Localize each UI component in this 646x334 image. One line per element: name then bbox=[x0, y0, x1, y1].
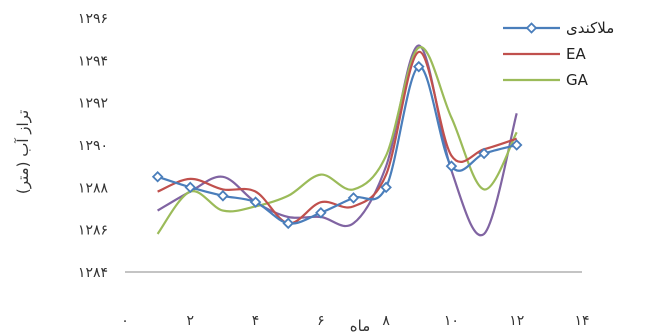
data-point-marker bbox=[347, 192, 360, 204]
x-tick-label: ۱۴ bbox=[574, 313, 589, 329]
y-tick-label: ۱۲۹۰ bbox=[78, 138, 108, 154]
data-point-marker bbox=[184, 181, 197, 194]
axes: ۱۲۸۴ ۱۲۸۶ ۱۲۸۸ ۱۲۹۰ ۱۲۹۲ ۱۲۹۴ ۱۲۹۶ ۰ ۲ ۴ ۶ ۸ ۱۰ ۱۲ ۱۴ bbox=[78, 11, 590, 329]
data-point-marker bbox=[315, 206, 327, 219]
data-point-marker bbox=[151, 170, 164, 183]
legend-label: ملاکندی bbox=[566, 19, 614, 37]
legend: ملاکندی EA GA bbox=[503, 19, 614, 89]
data-point-marker bbox=[380, 181, 392, 194]
legend-marker bbox=[525, 22, 538, 34]
x-tick-label: ۲ bbox=[187, 313, 195, 329]
series-line-2 bbox=[156, 46, 518, 235]
y-tick-label: ۱۲۹۲ bbox=[78, 96, 108, 112]
data-point-marker bbox=[249, 196, 262, 208]
data-point-marker bbox=[510, 139, 523, 151]
y-axis-title: تراز آب (متر) bbox=[14, 110, 32, 194]
data-point-marker bbox=[413, 60, 425, 73]
data-point-marker bbox=[217, 190, 229, 202]
x-tick-label: ۸ bbox=[382, 313, 390, 329]
y-tick-label: ۱۲۸۶ bbox=[78, 223, 108, 239]
x-tick-label: ۴ bbox=[252, 313, 260, 329]
series-line-1 bbox=[157, 50, 518, 225]
data-point-marker bbox=[478, 147, 490, 160]
data-point-marker bbox=[445, 160, 458, 172]
legend-label: EA bbox=[566, 45, 586, 63]
series-line-3 bbox=[157, 44, 518, 237]
legend-label: GA bbox=[566, 71, 589, 89]
x-axis-title: ماه bbox=[350, 317, 370, 334]
data-point-marker bbox=[282, 217, 294, 230]
x-tick-label: ۶ bbox=[317, 313, 325, 329]
x-tick-label: ۱۰ bbox=[444, 313, 459, 329]
y-tick-label: ۱۲۹۶ bbox=[78, 11, 108, 27]
x-tick-label: ۰ bbox=[121, 313, 129, 329]
x-tick-label: ۱۲ bbox=[509, 313, 524, 329]
y-tick-label: ۱۲۸۴ bbox=[78, 265, 108, 281]
y-tick-label: ۱۲۹۴ bbox=[78, 53, 108, 69]
series-group bbox=[151, 44, 523, 237]
y-tick-label: ۱۲۸۸ bbox=[78, 180, 109, 196]
